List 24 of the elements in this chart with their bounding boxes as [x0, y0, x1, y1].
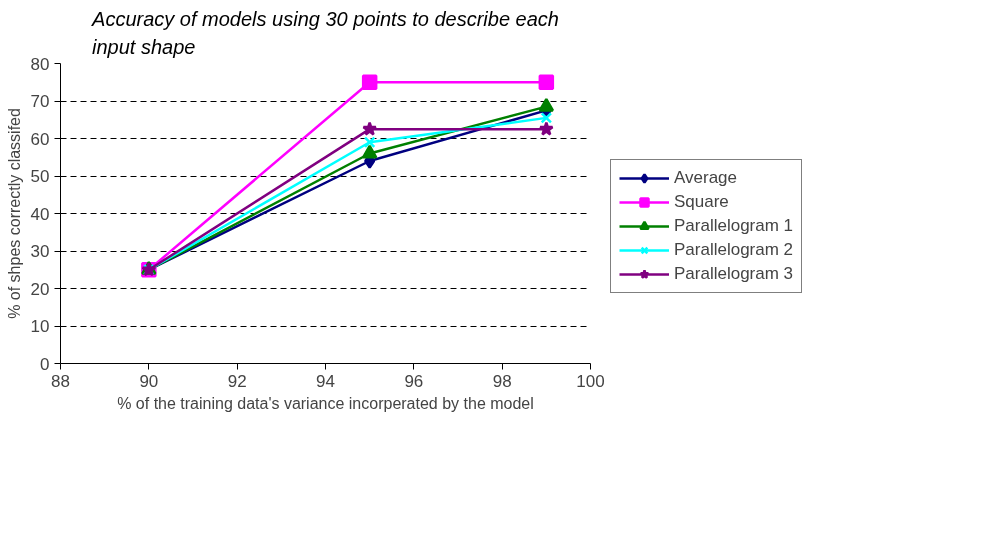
y-tick-label: 60: [30, 129, 50, 149]
x-tick-label: 98: [492, 371, 512, 391]
legend-label: Square: [674, 192, 729, 212]
y-tick-label: 70: [30, 92, 50, 111]
y-tick-label: 80: [30, 54, 50, 74]
legend-label: Average: [674, 168, 738, 188]
legend-label: Parallelogram 3: [674, 264, 794, 284]
x-tick-label: 96: [404, 371, 424, 391]
y-axis-title: % of shpes correctly classifed: [5, 108, 23, 319]
legend-label: Parallelogram 1: [674, 216, 794, 236]
x-tick-label: 88: [51, 371, 70, 391]
x-tick-label: 100: [576, 371, 605, 391]
y-tick-label: 0: [40, 354, 50, 374]
x-tick-label: 90: [139, 371, 159, 391]
legend-label: Parallelogram 2: [674, 240, 794, 260]
x-axis-title: % of the training data's variance incorperated by the model: [117, 394, 534, 412]
x-tick-label: 94: [316, 371, 335, 391]
x-tick-label: 92: [227, 371, 247, 391]
y-tick-label: 30: [30, 242, 50, 261]
chart-title: Accuracy of models using 30 points to describe each input shape: [91, 7, 559, 59]
y-tick-label: 10: [30, 317, 50, 336]
y-tick-label: 20: [30, 279, 50, 299]
y-tick-label: 40: [30, 204, 50, 224]
y-tick-label: 50: [30, 167, 50, 186]
